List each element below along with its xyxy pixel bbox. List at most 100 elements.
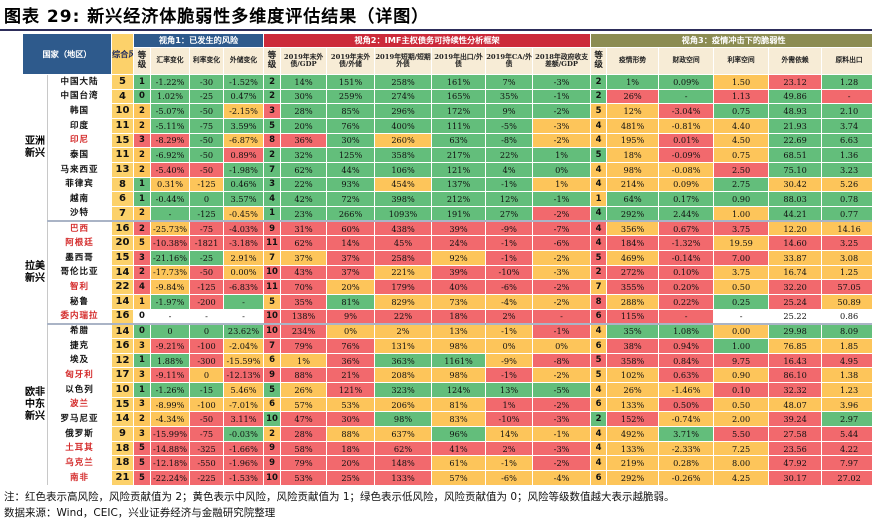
view2-value: 161% [431,74,487,90]
view2-value: 13% [431,323,487,340]
view1-value: -22.24% [150,470,191,486]
view3-value: 7.97 [821,455,872,472]
view2-value: 358% [374,147,433,164]
view3-value: - [713,308,770,325]
table-row: 泰国 11 2 -6.92% -50 0.89% 2 32% 125% 358% 217% 22% 1%… [23,147,872,164]
country-name: 波兰 [46,396,113,413]
view3-value: 133% [606,440,660,457]
view3-value: 8.09 [821,323,872,340]
table-row: 菲律宾 8 1 0.31% -125 0.46% 3 22% 93% 454% 137% -1% 1% 4… [23,176,872,193]
view1-value: -7.01% [223,396,265,413]
view1-value: -8.99% [150,396,191,413]
table-row: 智利 22 4 -9.84% -125 -6.83% 11 70% 20% 179% 40% -6% -… [23,279,872,296]
view2-value: 36% [280,132,328,149]
view2-level: 6 [263,396,282,413]
view3-value: 0.75 [713,103,770,120]
view3-value: 2.00 [713,411,770,428]
view2-value: 137% [431,176,487,193]
view2-value: 829% [374,294,433,310]
view2-value: -8% [532,352,592,369]
view2-value: 14% [280,74,328,90]
country-name: 马来西亚 [46,162,113,178]
view2-value: 79% [280,338,328,354]
composite-score: 14 [111,264,135,281]
country-name: 乌克兰 [46,455,113,472]
view2-value: -3% [532,411,592,428]
view3-value: 16.43 [768,352,823,369]
view1-value: -17.73% [150,264,191,281]
view2-value: 454% [374,176,433,193]
view2-value: 60% [326,220,376,237]
view2-value: 151% [326,74,376,90]
view1-value: -75 [189,118,225,134]
view1-level: 5 [133,470,152,486]
view2-value: 57% [280,396,328,413]
view3-value: 27.58 [768,426,823,442]
composite-score: 14 [111,323,135,340]
table-row: 埃及 12 1 1.88% -300 -15.59% 6 1% 36% 363% 1161% -9% -… [23,352,872,369]
composite-score: 17 [111,367,135,384]
view3-value: 0.50 [713,279,770,296]
view3-value: 292% [606,470,660,486]
view1-value: -30 [189,74,225,90]
view2-value: 323% [374,382,433,398]
view3-value: 49.86 [768,88,823,105]
country-name: 印尼 [46,132,113,149]
view3-value: 2.97 [821,411,872,428]
view3-value: 3.23 [821,162,872,178]
view2-value: 21% [326,367,376,384]
view2-value: 2% [485,440,534,457]
view2-value: 2% [374,323,433,340]
view3-value: 30.42 [768,176,823,193]
header-view3: 视角3：疫情冲击下的脆弱性 [590,33,872,48]
view3-value: - [658,88,715,105]
view3-value: 18% [606,147,660,164]
view2-value: -1% [532,323,592,340]
view3-value: 0.25 [713,294,770,310]
view2-value: -1% [485,367,534,384]
view3-value: 356% [606,220,660,237]
view3-value: 76.85 [768,338,823,354]
view2-value: 40% [431,279,487,296]
country-name: 俄罗斯 [46,426,113,442]
view1-value: -125 [189,206,225,223]
view2-level: 1 [263,206,282,223]
view3-value: 0.86 [821,308,872,325]
header-col: 利率空间 [713,47,770,75]
view3-value: 44.21 [768,206,823,223]
view3-value: -1.32% [658,235,715,252]
view2-value: -1% [485,235,534,252]
header-col: 外储变化 [223,47,265,75]
view3-value: 14.60 [768,235,823,252]
country-name: 捷克 [46,338,113,354]
header-level: 等级 [263,47,282,75]
composite-score: 21 [111,470,135,486]
view3-value: 0.10% [658,264,715,281]
view2-value: 62% [374,440,433,457]
country-name: 沙特 [46,206,113,223]
composite-score: 16 [111,220,135,237]
view2-value: 30% [326,132,376,149]
table-row: 欧非中东新兴 希腊 14 0 0 0 23.62% 10 234% 0% 2% 13% -1% -1% 4 3… [22,323,872,486]
view3-value: 7.25 [713,440,770,457]
view1-value: -6.87% [223,132,265,149]
view3-level: 1 [590,191,608,208]
view3-value: 3.75 [713,220,770,237]
view3-value: -1.46% [658,382,715,398]
view1-value: -125 [189,176,225,193]
view3-value: 9.75 [713,352,770,369]
view2-level: 5 [263,382,282,398]
view3-value: -0.81% [658,118,715,134]
view3-value: 4.25 [713,470,770,486]
view1-value: -1.52% [223,74,265,90]
view2-value: 1093% [374,206,433,223]
table-row: 马来西亚 13 2 -5.40% -50 -1.98% 7 62% 44% 106% 121% 4% 0… [23,162,872,178]
view3-value: 12% [606,103,660,120]
view2-value: -1% [485,176,534,193]
view2-value: 27% [485,206,534,223]
view2-value: 258% [374,250,433,266]
view2-value: 24% [431,235,487,252]
view3-level: 4 [590,323,608,340]
view3-value: 3.96 [821,396,872,413]
view3-value: 3.75 [713,264,770,281]
